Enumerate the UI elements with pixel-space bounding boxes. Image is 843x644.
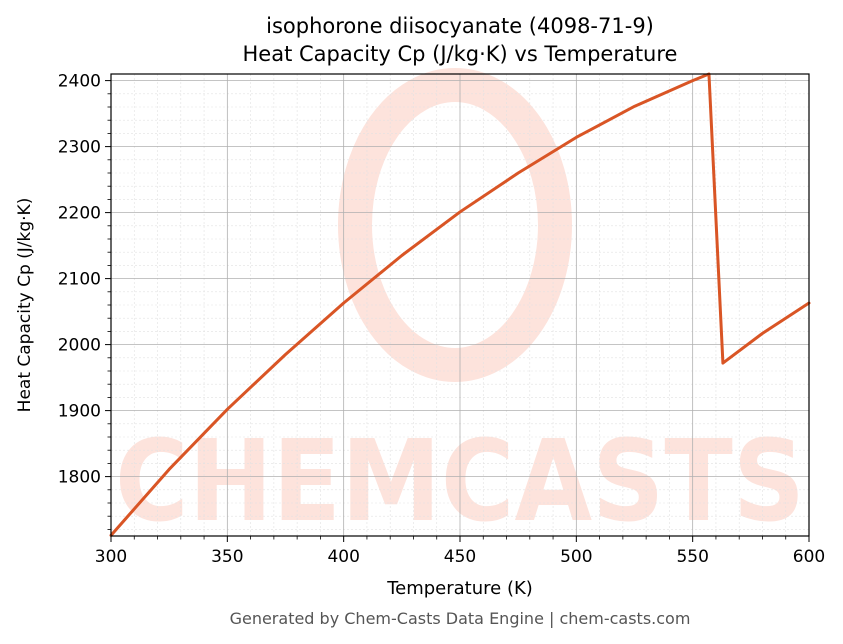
x-tick-label: 400 bbox=[327, 547, 359, 567]
x-tick-label: 600 bbox=[793, 547, 825, 567]
chart-title-line2: Heat Capacity Cp (J/kg·K) vs Temperature bbox=[243, 42, 678, 66]
x-tick-label: 550 bbox=[676, 547, 708, 567]
x-tick-label: 350 bbox=[211, 547, 243, 567]
y-tick-label: 2300 bbox=[58, 138, 101, 158]
chart-title-line1: isophorone diisocyanate (4098-71-9) bbox=[266, 14, 654, 38]
y-tick-label: 2000 bbox=[58, 336, 101, 356]
y-tick-label: 2400 bbox=[58, 72, 101, 92]
series-layer bbox=[109, 72, 811, 537]
watermark-swirl-logo bbox=[338, 68, 572, 382]
x-axis-label: Temperature (K) bbox=[386, 578, 533, 599]
x-tick-label: 300 bbox=[95, 547, 127, 567]
y-tick-label: 2200 bbox=[58, 204, 101, 224]
y-tick-label: 1900 bbox=[58, 402, 101, 422]
y-axis-label: Heat Capacity Cp (J/kg·K) bbox=[15, 198, 35, 413]
y-tick-label: 1800 bbox=[58, 468, 101, 488]
x-tick-label: 450 bbox=[444, 547, 476, 567]
y-axis: 1800 1900 2000 2100 2200 2300 2400 bbox=[58, 72, 111, 530]
x-axis: 300 350 400 450 500 550 600 bbox=[95, 536, 825, 567]
heat-capacity-line bbox=[109, 72, 811, 537]
y-tick-label: 2100 bbox=[58, 270, 101, 290]
footer-credit: Generated by Chem-Casts Data Engine | ch… bbox=[230, 609, 691, 628]
x-tick-label: 500 bbox=[560, 547, 592, 567]
